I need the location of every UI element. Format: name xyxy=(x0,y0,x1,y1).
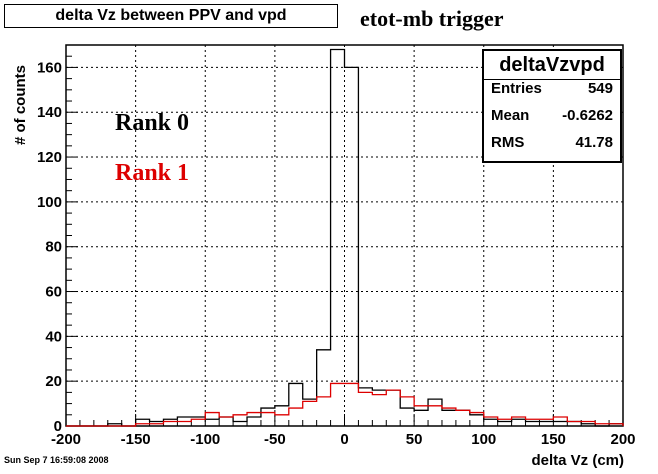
x-tick-label: -50 xyxy=(264,431,286,448)
trigger-label: etot-mb trigger xyxy=(360,6,504,31)
stats-box: deltaVzvpd Entries 549 Mean -0.6262 RMS 41.… xyxy=(482,49,622,163)
stats-label: Entries xyxy=(491,80,542,97)
histogram-title: delta Vz between PPV and vpd xyxy=(4,4,338,28)
x-tick-label: -100 xyxy=(190,431,220,448)
y-tick-label: 140 xyxy=(37,104,62,121)
stats-value: 41.78 xyxy=(575,134,613,151)
stats-label: RMS xyxy=(491,134,525,151)
legend-label-rank-0: Rank 0 xyxy=(115,110,189,136)
y-tick-label: 160 xyxy=(37,59,62,76)
x-tick-label: -200 xyxy=(51,431,81,448)
x-tick-label: 50 xyxy=(406,431,423,448)
series-line-rank-1 xyxy=(66,382,624,427)
legend-label-rank-1: Rank 1 xyxy=(115,160,189,186)
x-tick-label: 150 xyxy=(541,431,566,448)
y-tick-label: 80 xyxy=(45,239,62,256)
y-tick-label: 0 xyxy=(54,418,62,435)
y-tick-label: 60 xyxy=(45,284,62,301)
y-tick-label: 40 xyxy=(45,328,62,345)
y-tick-label: 120 xyxy=(37,149,62,166)
x-tick-label: 200 xyxy=(610,431,635,448)
stats-label: Mean xyxy=(491,107,530,124)
y-axis-label: # of counts xyxy=(12,64,29,145)
y-tick-label: 20 xyxy=(45,373,62,390)
stats-row-mean: Mean -0.6262 xyxy=(484,107,620,134)
stats-row-entries: Entries 549 xyxy=(484,80,620,107)
y-tick-label: 100 xyxy=(37,194,62,211)
stats-row-rms: RMS 41.78 xyxy=(484,134,620,161)
x-tick-label: -150 xyxy=(121,431,151,448)
stats-title: deltaVzvpd xyxy=(484,51,620,80)
x-tick-label: 0 xyxy=(340,431,348,448)
x-tick-label: 100 xyxy=(471,431,496,448)
timestamp: Sun Sep 7 16:59:08 2008 xyxy=(4,455,109,465)
x-axis-label: delta Vz (cm) xyxy=(531,452,624,469)
stats-value: 549 xyxy=(587,80,613,97)
stats-value: -0.6262 xyxy=(562,107,613,124)
